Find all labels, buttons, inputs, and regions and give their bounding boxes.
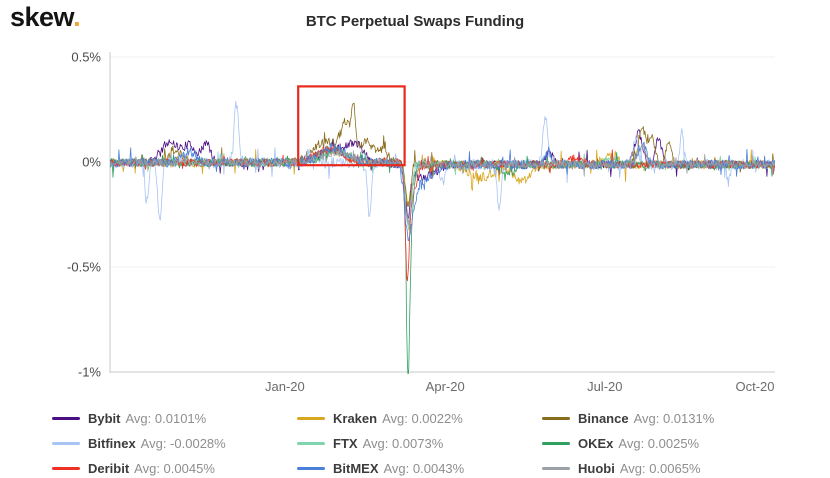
skew-logo-dot: . [73, 2, 81, 32]
legend-series-name: OKEx [578, 435, 614, 451]
legend-item-bitfinex[interactable]: Bitfinex Avg: -0.0028% [52, 433, 297, 453]
series-line-bybit [110, 129, 775, 219]
legend-item-kraken[interactable]: Kraken Avg: 0.0022% [297, 408, 542, 428]
legend-series-avg: Avg: 0.0073% [362, 435, 444, 451]
plot-area[interactable] [110, 100, 775, 377]
legend-series-name: Bybit [88, 410, 121, 426]
legend-series-avg: Avg: 0.0043% [383, 460, 465, 476]
legend-swatch [542, 416, 570, 420]
legend-item-deribit[interactable]: Deribit Avg: 0.0045% [52, 458, 297, 478]
skew-logo: skew. [10, 2, 81, 33]
legend-series-avg: Avg: -0.0028% [140, 435, 226, 451]
legend-item-okex[interactable]: OKEx Avg: 0.0025% [542, 433, 787, 453]
series-line-huobi [110, 144, 775, 226]
legend-series-name: FTX [333, 435, 358, 451]
legend-item-bybit[interactable]: Bybit Avg: 0.0101% [52, 408, 297, 428]
legend-series-avg: Avg: 0.0101% [125, 410, 207, 426]
legend-series-avg: Avg: 0.0065% [619, 460, 701, 476]
legend-series-avg: Avg: 0.0045% [134, 460, 215, 476]
series-line-bitfinex [110, 100, 775, 227]
legend-item-binance[interactable]: Binance Avg: 0.0131% [542, 408, 787, 428]
legend-swatch [297, 466, 325, 470]
page-title: BTC Perpetual Swaps Funding [305, 13, 525, 30]
legend-swatch [52, 441, 80, 445]
legend-item-bitmex[interactable]: BitMEX Avg: 0.0043% [297, 458, 542, 478]
series-line-okex [110, 145, 775, 374]
y-tick-label: -0.5% [67, 260, 101, 275]
legend-swatch [542, 466, 570, 470]
funding-chart: 0.5% 0% -0.5% -1% Jan-20 Apr-20 Jul-20 Oct-20 [67, 50, 775, 394]
legend-series-name: Binance [578, 410, 629, 426]
legend-series-name: Kraken [333, 410, 378, 426]
series-line-bitmex [110, 141, 775, 241]
y-tick-label: -1% [78, 365, 102, 380]
legend-series-name: Deribit [88, 460, 130, 476]
x-tick-label: Oct-20 [735, 379, 774, 394]
legend-item-ftx[interactable]: FTX Avg: 0.0073% [297, 433, 542, 453]
y-tick-label: 0.5% [71, 50, 101, 65]
series-line-kraken [110, 145, 775, 206]
series-line-binance [110, 102, 775, 207]
y-tick-label: 0% [82, 155, 101, 170]
legend-series-avg: Avg: 0.0022% [382, 410, 463, 426]
highlight-annotation-box [297, 85, 406, 167]
legend-swatch [52, 466, 80, 470]
legend-series-avg: Avg: 0.0025% [618, 435, 700, 451]
legend-swatch [297, 441, 325, 445]
skew-logo-text: skew [10, 2, 74, 32]
legend-series-name: BitMEX [333, 460, 379, 476]
x-tick-label: Jan-20 [265, 379, 305, 394]
chart-header: skew. BTC Perpetual Swaps Funding [0, 0, 830, 42]
chart-legend: Bybit Avg: 0.0101% Kraken Avg: 0.0022% Binan… [52, 408, 830, 478]
legend-swatch [542, 441, 570, 445]
legend-series-name: Bitfinex [88, 435, 136, 451]
legend-item-huobi[interactable]: Huobi Avg: 0.0065% [542, 458, 787, 478]
x-tick-label: Jul-20 [587, 379, 622, 394]
legend-swatch [297, 416, 325, 420]
legend-series-name: Huobi [578, 460, 615, 476]
legend-swatch [52, 416, 80, 420]
x-tick-label: Apr-20 [426, 379, 465, 394]
legend-series-avg: Avg: 0.0131% [633, 410, 715, 426]
